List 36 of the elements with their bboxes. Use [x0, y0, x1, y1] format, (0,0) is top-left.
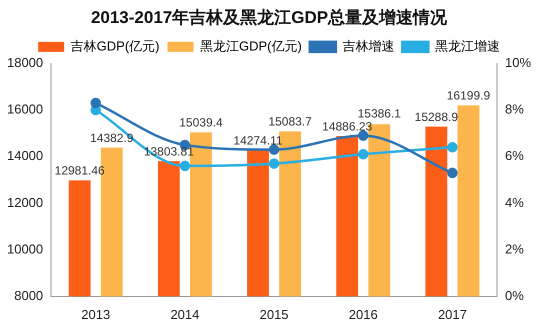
y-tick-label: 10000: [6, 241, 44, 256]
data-label: 15386.1: [358, 106, 402, 120]
legend-label: 吉林增速: [342, 38, 394, 54]
y2-tick-label: 0%: [504, 288, 524, 303]
legend-label: 黑龙江GDP(亿元): [200, 38, 302, 54]
x-tick-label: 2014: [170, 306, 200, 322]
x-tick-label: 2013: [81, 306, 110, 322]
y2-tick-label: 6%: [504, 148, 524, 164]
legend-label: 吉林GDP(亿元): [70, 38, 160, 54]
y2-tick-label: 8%: [504, 102, 524, 117]
data-label: 14382.9: [90, 130, 134, 145]
y-tick-label: 8000: [14, 288, 44, 303]
x-tick-label: 2017: [438, 306, 467, 322]
chart-title: 2013-2017年吉林及黑龙江GDP总量及增速情况: [90, 8, 448, 27]
data-label: 15083.7: [268, 114, 312, 129]
legend-label: 黑龙江增速: [434, 38, 500, 54]
y-tick-label: 18000: [6, 54, 44, 70]
point: [358, 149, 368, 160]
point: [358, 130, 368, 141]
point: [180, 160, 190, 172]
point: [447, 142, 458, 153]
data-label: 14886.23: [322, 119, 373, 134]
data-label: 15288.9: [414, 110, 458, 124]
y2-tick-label: 2%: [504, 241, 524, 256]
y2-tick-label: 4%: [504, 194, 524, 210]
point: [447, 168, 458, 178]
point: [268, 158, 280, 169]
x-tick-label: 2016: [348, 306, 378, 322]
point: [90, 98, 101, 108]
y2-tick-label: 10%: [504, 54, 532, 70]
y-tick-label: 14000: [6, 148, 44, 164]
y-tick-label: 12000: [6, 194, 44, 210]
data-label: 15039.4: [179, 116, 223, 130]
data-label: 16199.9: [446, 88, 490, 103]
y-tick-label: 16000: [6, 102, 44, 117]
x-tick-label: 2015: [260, 306, 289, 322]
